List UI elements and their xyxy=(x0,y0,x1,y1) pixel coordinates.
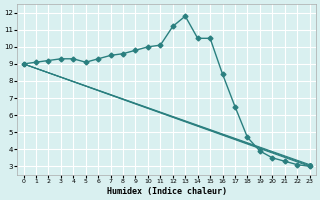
X-axis label: Humidex (Indice chaleur): Humidex (Indice chaleur) xyxy=(107,187,227,196)
